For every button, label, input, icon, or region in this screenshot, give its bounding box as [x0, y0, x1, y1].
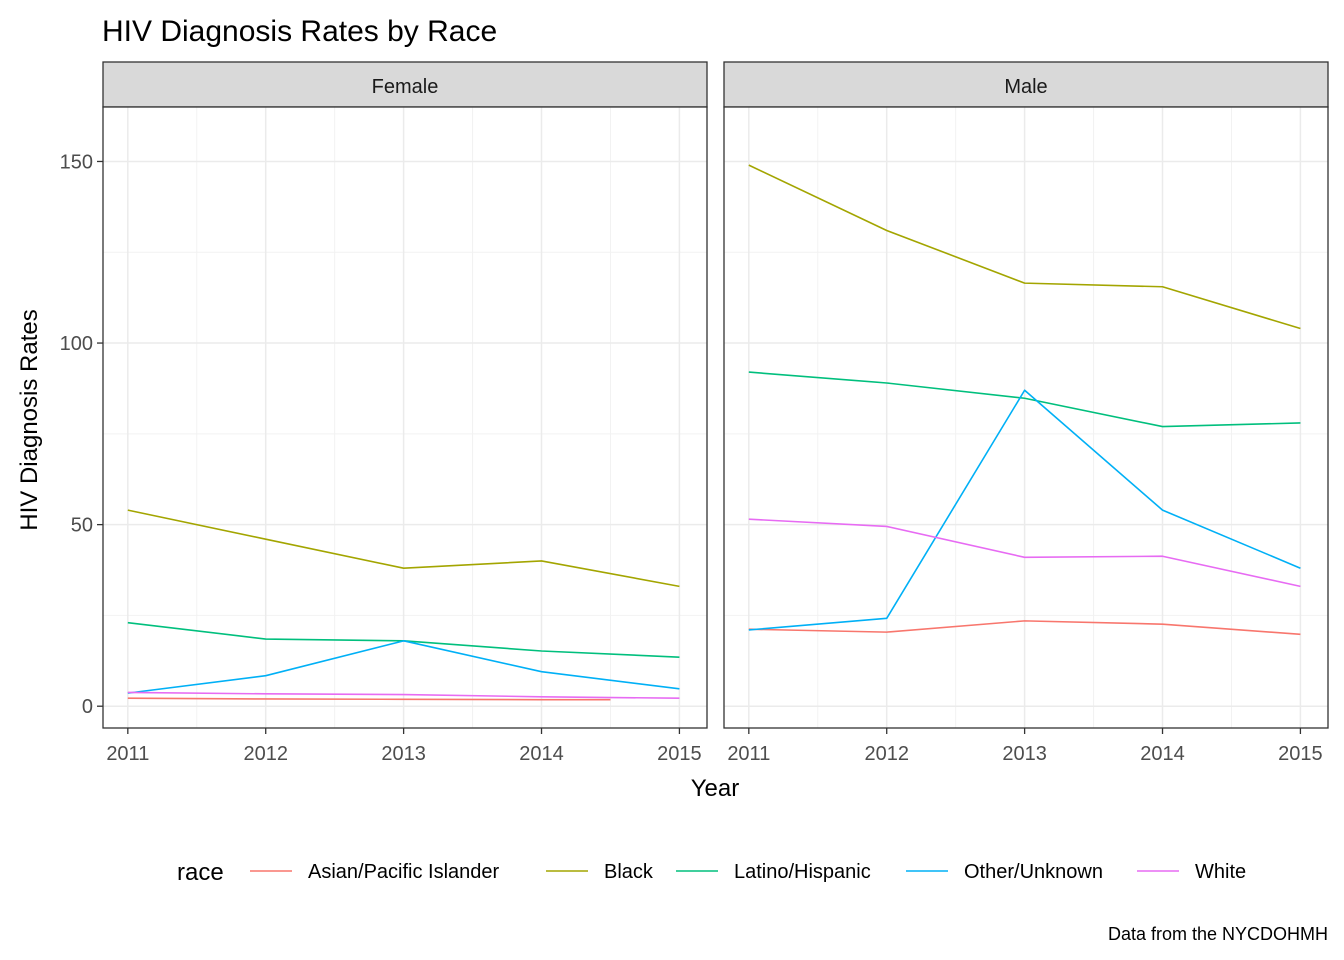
- x-axis-title: Year: [691, 775, 740, 802]
- legend-item-other-unknown: Other/Unknown: [906, 861, 1103, 883]
- x-tick-label: 2012: [864, 743, 909, 765]
- x-tick-label: 2015: [1278, 743, 1323, 765]
- panel-border: [723, 106, 1329, 729]
- chart-title: HIV Diagnosis Rates by Race: [102, 15, 497, 48]
- legend-label: Asian/Pacific Islander: [308, 861, 500, 883]
- panel-border: [102, 106, 708, 729]
- chart-caption: Data from the NYCDOHMH: [1108, 924, 1328, 944]
- legend-item-black: Black: [546, 861, 654, 883]
- series-line-asian-pacific-islander: [127, 697, 611, 701]
- x-tick-label: 2012: [243, 743, 288, 765]
- x-tick-label: 2014: [519, 743, 564, 765]
- x-tick-label: 2011: [727, 743, 770, 765]
- y-tick-label: 100: [60, 333, 93, 355]
- y-axis-title: HIV Diagnosis Rates: [16, 309, 43, 530]
- facet-strip-label: Male: [1004, 76, 1047, 98]
- series-line-asian-pacific-islander: [748, 620, 1301, 636]
- series-line-black: [748, 164, 1301, 330]
- x-tick-label: 2015: [657, 743, 702, 765]
- series-line-white: [127, 691, 680, 700]
- series-line-latino-hispanic: [748, 371, 1301, 428]
- legend-item-asian-pacific-islander: Asian/Pacific Islander: [250, 861, 500, 883]
- facet-panel-female: Female 2011 2012 2013 2014 2015 0 50 100 150: [60, 61, 708, 765]
- legend-label: Black: [604, 861, 654, 883]
- legend-item-white: White: [1137, 861, 1246, 883]
- facet-strip: [723, 61, 1329, 108]
- y-tick-label: 150: [60, 151, 93, 173]
- series-line-white: [748, 518, 1301, 588]
- legend-item-latino-hispanic: Latino/Hispanic: [676, 861, 871, 883]
- y-tick-label: 50: [71, 515, 93, 537]
- series-line-other-unknown: [127, 640, 680, 694]
- plot-background: [103, 107, 707, 728]
- series-line-other-unknown: [748, 389, 1301, 631]
- y-tick-label: 0: [82, 696, 93, 718]
- x-tick-label: 2013: [381, 743, 426, 765]
- x-tick-label: 2013: [1002, 743, 1047, 765]
- facet-strip: [102, 61, 708, 108]
- facet-strip-label: Female: [372, 76, 439, 98]
- legend-label: Latino/Hispanic: [734, 861, 871, 883]
- legend-title: race: [177, 859, 224, 886]
- legend-label: White: [1195, 861, 1246, 883]
- series-line-black: [127, 509, 680, 588]
- legend-label: Other/Unknown: [964, 861, 1103, 883]
- x-tick-label: 2014: [1140, 743, 1185, 765]
- facet-panel-male: Male 2011 2012 2013 2014 2015: [723, 61, 1329, 765]
- plot-background: [724, 107, 1328, 728]
- legend: race Asian/Pacific Islander Black Latino/H…: [177, 859, 1246, 886]
- facet-panels: Female 2011 2012 2013 2014 2015 0 50 100 150 Male 2…: [60, 61, 1329, 765]
- x-tick-label: 2011: [106, 743, 149, 765]
